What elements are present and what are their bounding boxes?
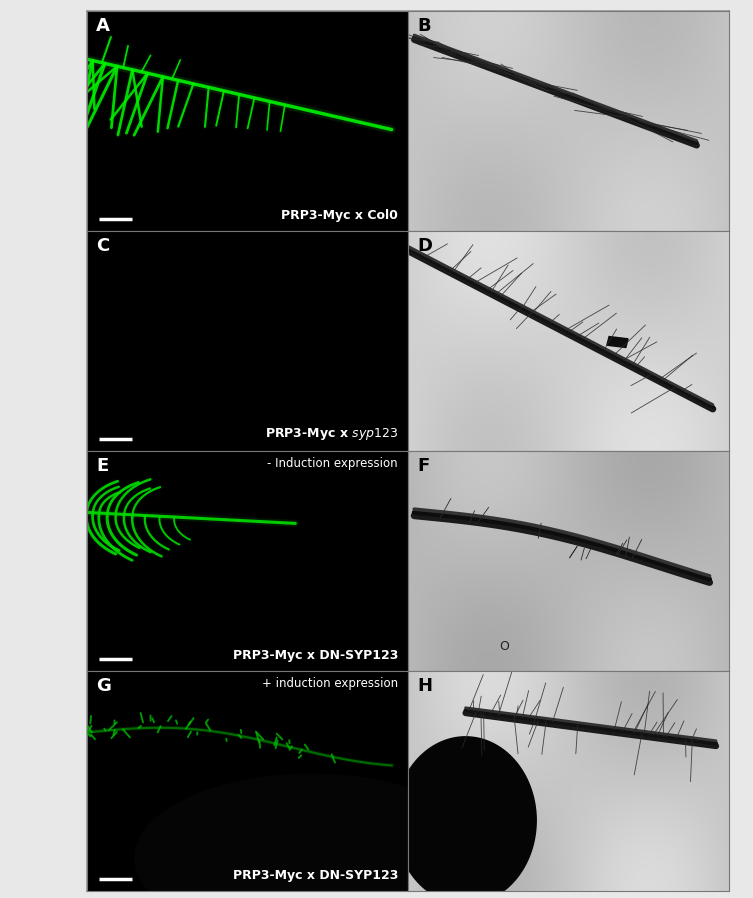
Text: O: O	[499, 640, 509, 653]
Text: G: G	[96, 677, 111, 695]
Polygon shape	[135, 774, 488, 898]
Text: H: H	[417, 677, 432, 695]
Text: F: F	[417, 457, 430, 475]
Text: B: B	[417, 17, 431, 35]
Text: PRP3-Myc x DN-SYP123: PRP3-Myc x DN-SYP123	[233, 649, 398, 662]
Text: D: D	[417, 237, 432, 255]
Text: PRP3-Myc x $\it{syp123}$: PRP3-Myc x $\it{syp123}$	[265, 426, 398, 442]
Text: PRP3-Myc x DN-SYP123: PRP3-Myc x DN-SYP123	[233, 869, 398, 882]
Text: + induction expression: + induction expression	[262, 677, 398, 691]
Polygon shape	[395, 737, 536, 898]
Text: PRP3-Myc x Col0: PRP3-Myc x Col0	[281, 209, 398, 222]
Text: C: C	[96, 237, 109, 255]
Bar	[607, 337, 628, 348]
Text: E: E	[96, 457, 108, 475]
Text: - Induction expression: - Induction expression	[267, 457, 398, 471]
Text: A: A	[96, 17, 110, 35]
